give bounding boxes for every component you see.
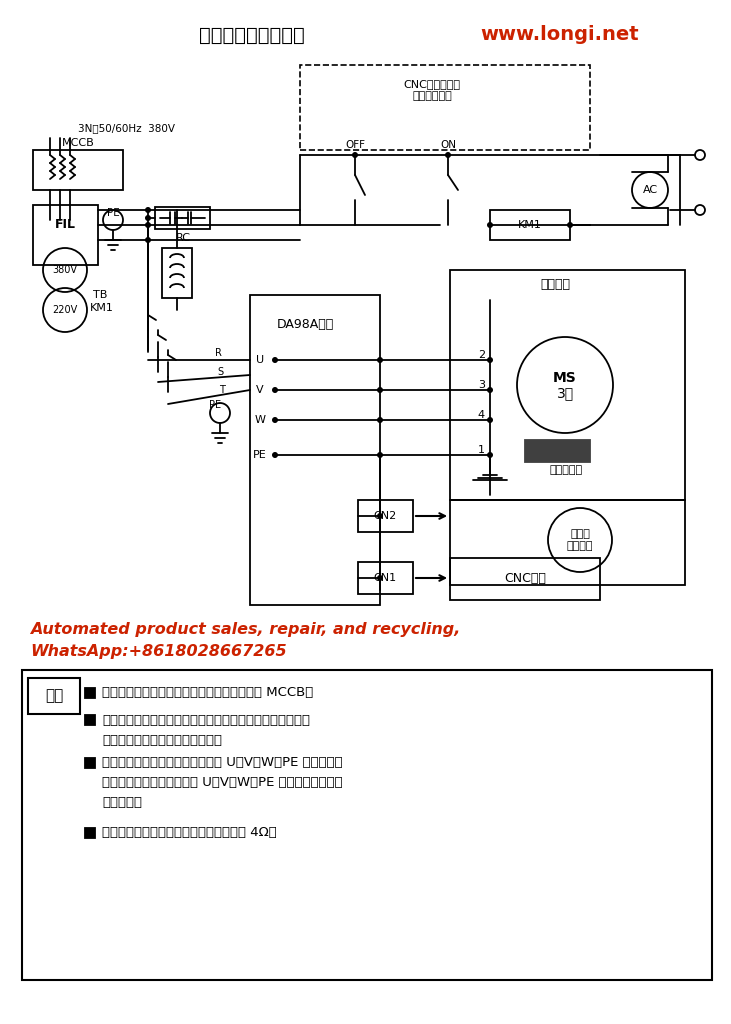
Text: 正确连接保护接地端，接地电阻不要大于 4Ω。: 正确连接保护接地端，接地电阻不要大于 4Ω。 (102, 826, 277, 840)
Text: S: S (217, 367, 223, 377)
Text: CNC系统: CNC系统 (504, 572, 546, 586)
Text: www.longi.net: www.longi.net (481, 26, 640, 44)
Text: 380V: 380V (53, 265, 77, 275)
Text: OFF: OFF (345, 140, 365, 150)
Circle shape (487, 387, 493, 393)
Text: CNC系统操作面
板通断电按钮: CNC系统操作面 板通断电按钮 (404, 79, 461, 100)
Circle shape (272, 452, 278, 458)
Bar (450, 270, 685, 500)
Bar (358, 562, 413, 594)
Circle shape (377, 417, 383, 423)
Circle shape (145, 215, 151, 221)
Text: 2: 2 (478, 350, 485, 360)
Text: 如果用户参照上图接线，请选择合适的断路器 MCCB。: 如果用户参照上图接线，请选择合适的断路器 MCCB。 (102, 686, 314, 699)
Text: 1: 1 (478, 445, 485, 455)
Bar (162, 248, 192, 298)
Bar (85, 688, 95, 698)
Text: Automated product sales, repair, and recycling,: Automated product sales, repair, and rec… (30, 622, 461, 637)
Circle shape (377, 357, 383, 362)
Text: FIL: FIL (55, 218, 75, 231)
Bar (250, 295, 380, 605)
Bar (85, 758, 95, 768)
Text: 侧为每一台伺服单元配装断路器。: 侧为每一台伺服单元配装断路器。 (102, 733, 222, 746)
Bar (490, 210, 570, 240)
Circle shape (272, 387, 278, 393)
Text: 本公司配套的电机电源线已标示出 U、V、W、PE 接线端，必: 本公司配套的电机电源线已标示出 U、V、W、PE 接线端，必 (102, 757, 343, 769)
Text: KM1: KM1 (518, 220, 542, 230)
Circle shape (352, 152, 358, 158)
Bar (450, 558, 600, 600)
Circle shape (377, 452, 383, 458)
Circle shape (487, 452, 493, 458)
Text: 4: 4 (478, 410, 485, 420)
Text: 正常运行。: 正常运行。 (102, 797, 142, 810)
Bar (22, 670, 712, 980)
Text: RC: RC (175, 233, 191, 243)
Text: 3N～50/60Hz  380V: 3N～50/60Hz 380V (78, 123, 175, 133)
Circle shape (445, 152, 451, 158)
Text: PE: PE (107, 208, 119, 218)
Circle shape (377, 387, 383, 393)
Bar (28, 678, 80, 714)
Text: PE: PE (209, 400, 221, 410)
Text: TB: TB (93, 290, 107, 300)
Circle shape (567, 222, 573, 228)
Text: 3: 3 (478, 380, 485, 390)
Circle shape (145, 222, 151, 228)
Circle shape (145, 237, 151, 243)
Text: 永磁电机: 永磁电机 (540, 279, 570, 292)
Text: DA98A系列: DA98A系列 (276, 318, 333, 332)
Bar (33, 150, 123, 190)
Text: 注意: 注意 (45, 688, 63, 703)
Text: W: W (254, 415, 265, 425)
Text: 须一一对应接入伺服单元的 U、V、W、PE 端，否则电机不能: 须一一对应接入伺服单元的 U、V、W、PE 端，否则电机不能 (102, 776, 343, 790)
Bar (450, 500, 685, 585)
Text: 220V: 220V (53, 305, 77, 315)
Text: T: T (219, 385, 225, 395)
Text: KM1: KM1 (90, 303, 114, 313)
Circle shape (487, 417, 493, 423)
Circle shape (272, 417, 278, 423)
Text: 3～: 3～ (556, 386, 574, 400)
Text: 电机接地点: 电机接地点 (550, 465, 583, 475)
Text: ON: ON (440, 140, 456, 150)
Bar (85, 828, 95, 838)
Circle shape (272, 357, 278, 362)
Circle shape (377, 513, 383, 519)
Text: MS: MS (553, 371, 577, 385)
Bar (358, 500, 413, 532)
Text: CN1: CN1 (374, 573, 396, 583)
Text: MCCB: MCCB (61, 138, 94, 148)
Text: U: U (256, 355, 264, 365)
Bar (155, 207, 210, 229)
Bar (33, 205, 98, 265)
Text: 伺服单元主回路连接: 伺服单元主回路连接 (199, 26, 305, 44)
Bar (85, 715, 95, 725)
Circle shape (377, 575, 383, 581)
Circle shape (145, 207, 151, 213)
Text: 如果两台以上的伺服单元共用一台变压器，请在变压器二次: 如果两台以上的伺服单元共用一台变压器，请在变压器二次 (102, 714, 310, 726)
Text: 编码器
反馈信号: 编码器 反馈信号 (567, 529, 594, 551)
Circle shape (487, 357, 493, 362)
Bar (525, 440, 590, 462)
Circle shape (487, 222, 493, 228)
Text: WhatsApp:+8618028667265: WhatsApp:+8618028667265 (30, 644, 287, 659)
Text: CN2: CN2 (374, 511, 397, 521)
Text: R: R (215, 348, 221, 358)
Text: PE: PE (253, 450, 267, 460)
Bar (300, 65, 590, 150)
Text: V: V (256, 385, 264, 395)
Text: AC: AC (643, 185, 658, 195)
